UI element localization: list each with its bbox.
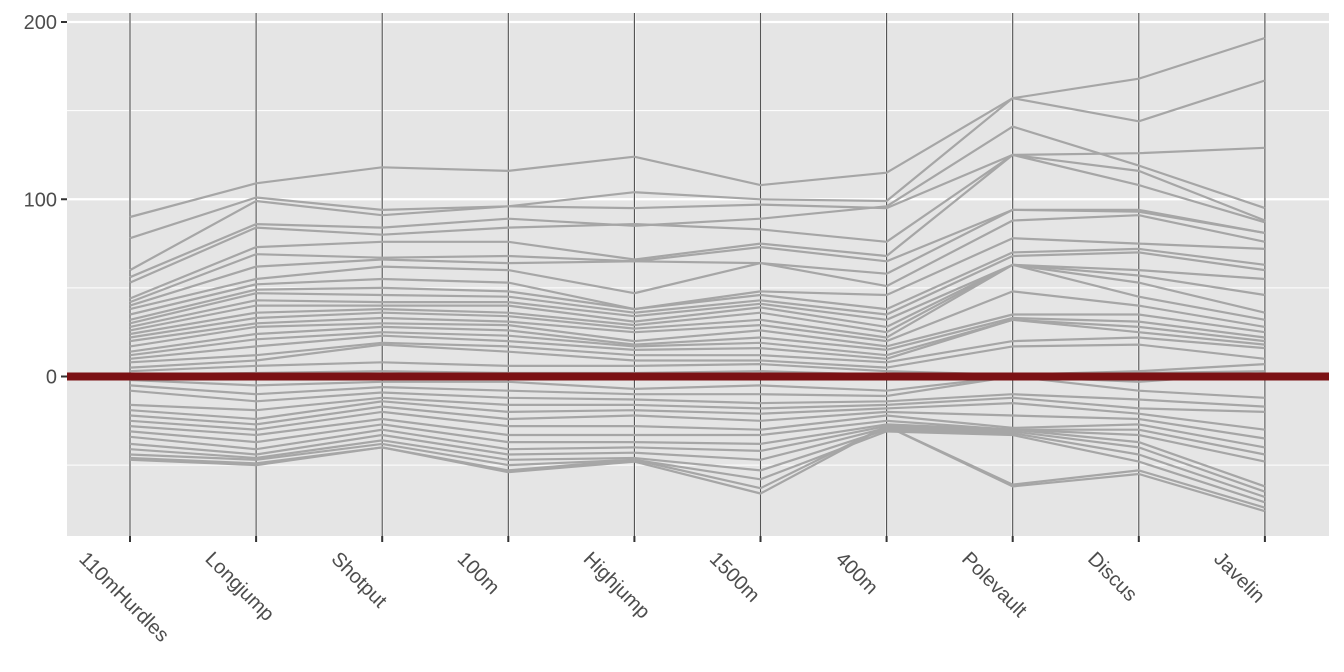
x-tick-label-Longjump: Longjump <box>201 548 279 626</box>
series-line-14 <box>129 263 1266 332</box>
series-line-18 <box>129 313 1266 348</box>
x-tick-label-Highjump: Highjump <box>579 548 654 623</box>
x-tick-label-Javelin: Javelin <box>1209 548 1269 608</box>
series-line-16 <box>129 263 1266 339</box>
y-tick-label: 200 <box>24 12 57 34</box>
y-tick-label: 0 <box>46 367 57 389</box>
series-line-33 <box>129 417 1266 456</box>
series-line-12 <box>129 251 1266 325</box>
series-line-38 <box>129 430 1266 504</box>
y-tick-label: 100 <box>24 189 57 211</box>
x-tick-label-Shotput: Shotput <box>327 548 392 613</box>
series-line-27 <box>129 375 1265 399</box>
series-line-4 <box>129 125 1266 279</box>
x-tick-label-Discus: Discus <box>1083 548 1141 606</box>
series-line-36 <box>129 426 1266 493</box>
series-line-6 <box>129 153 1266 300</box>
series-line-37 <box>129 428 1266 499</box>
x-tick-label-400m: 400m <box>831 548 882 599</box>
x-tick-label-1500m: 1500m <box>705 548 764 607</box>
y-axis: 0 100 200 <box>24 12 67 389</box>
series-line-2 <box>129 79 1266 240</box>
series-line-15 <box>129 263 1266 336</box>
series-line-20 <box>129 318 1266 357</box>
series-line-29 <box>129 396 1265 413</box>
series-lines <box>129 36 1266 513</box>
series-line-30 <box>129 400 1266 431</box>
series-line-23 <box>129 343 1266 369</box>
series-line-31 <box>129 405 1266 440</box>
x-axis: 110mHurdles Longjump Shotput 100m Highjump 15… <box>74 536 1269 647</box>
series-line-5 <box>129 153 1266 284</box>
series-line-9 <box>129 214 1266 311</box>
series-line-11 <box>129 247 1266 321</box>
x-tick-label-100m: 100m <box>453 548 504 599</box>
series-line-19 <box>129 316 1266 353</box>
series-line-28 <box>129 389 1265 408</box>
series-line-13 <box>129 263 1265 328</box>
series-line-40 <box>129 425 1266 513</box>
series-line-1 <box>129 36 1266 219</box>
series-line-8 <box>129 208 1266 307</box>
x-tick-label-110mHurdles: 110mHurdles <box>74 548 173 647</box>
series-line-17 <box>129 290 1266 343</box>
series-line-3 <box>129 146 1265 272</box>
series-line-35 <box>129 425 1266 488</box>
series-line-22 <box>129 336 1265 364</box>
x-tick-label-Polevault: Polevault <box>957 548 1031 622</box>
series-line-21 <box>129 318 1266 360</box>
series-line-10 <box>129 237 1265 316</box>
series-line-32 <box>129 410 1266 449</box>
series-line-34 <box>129 423 1266 463</box>
